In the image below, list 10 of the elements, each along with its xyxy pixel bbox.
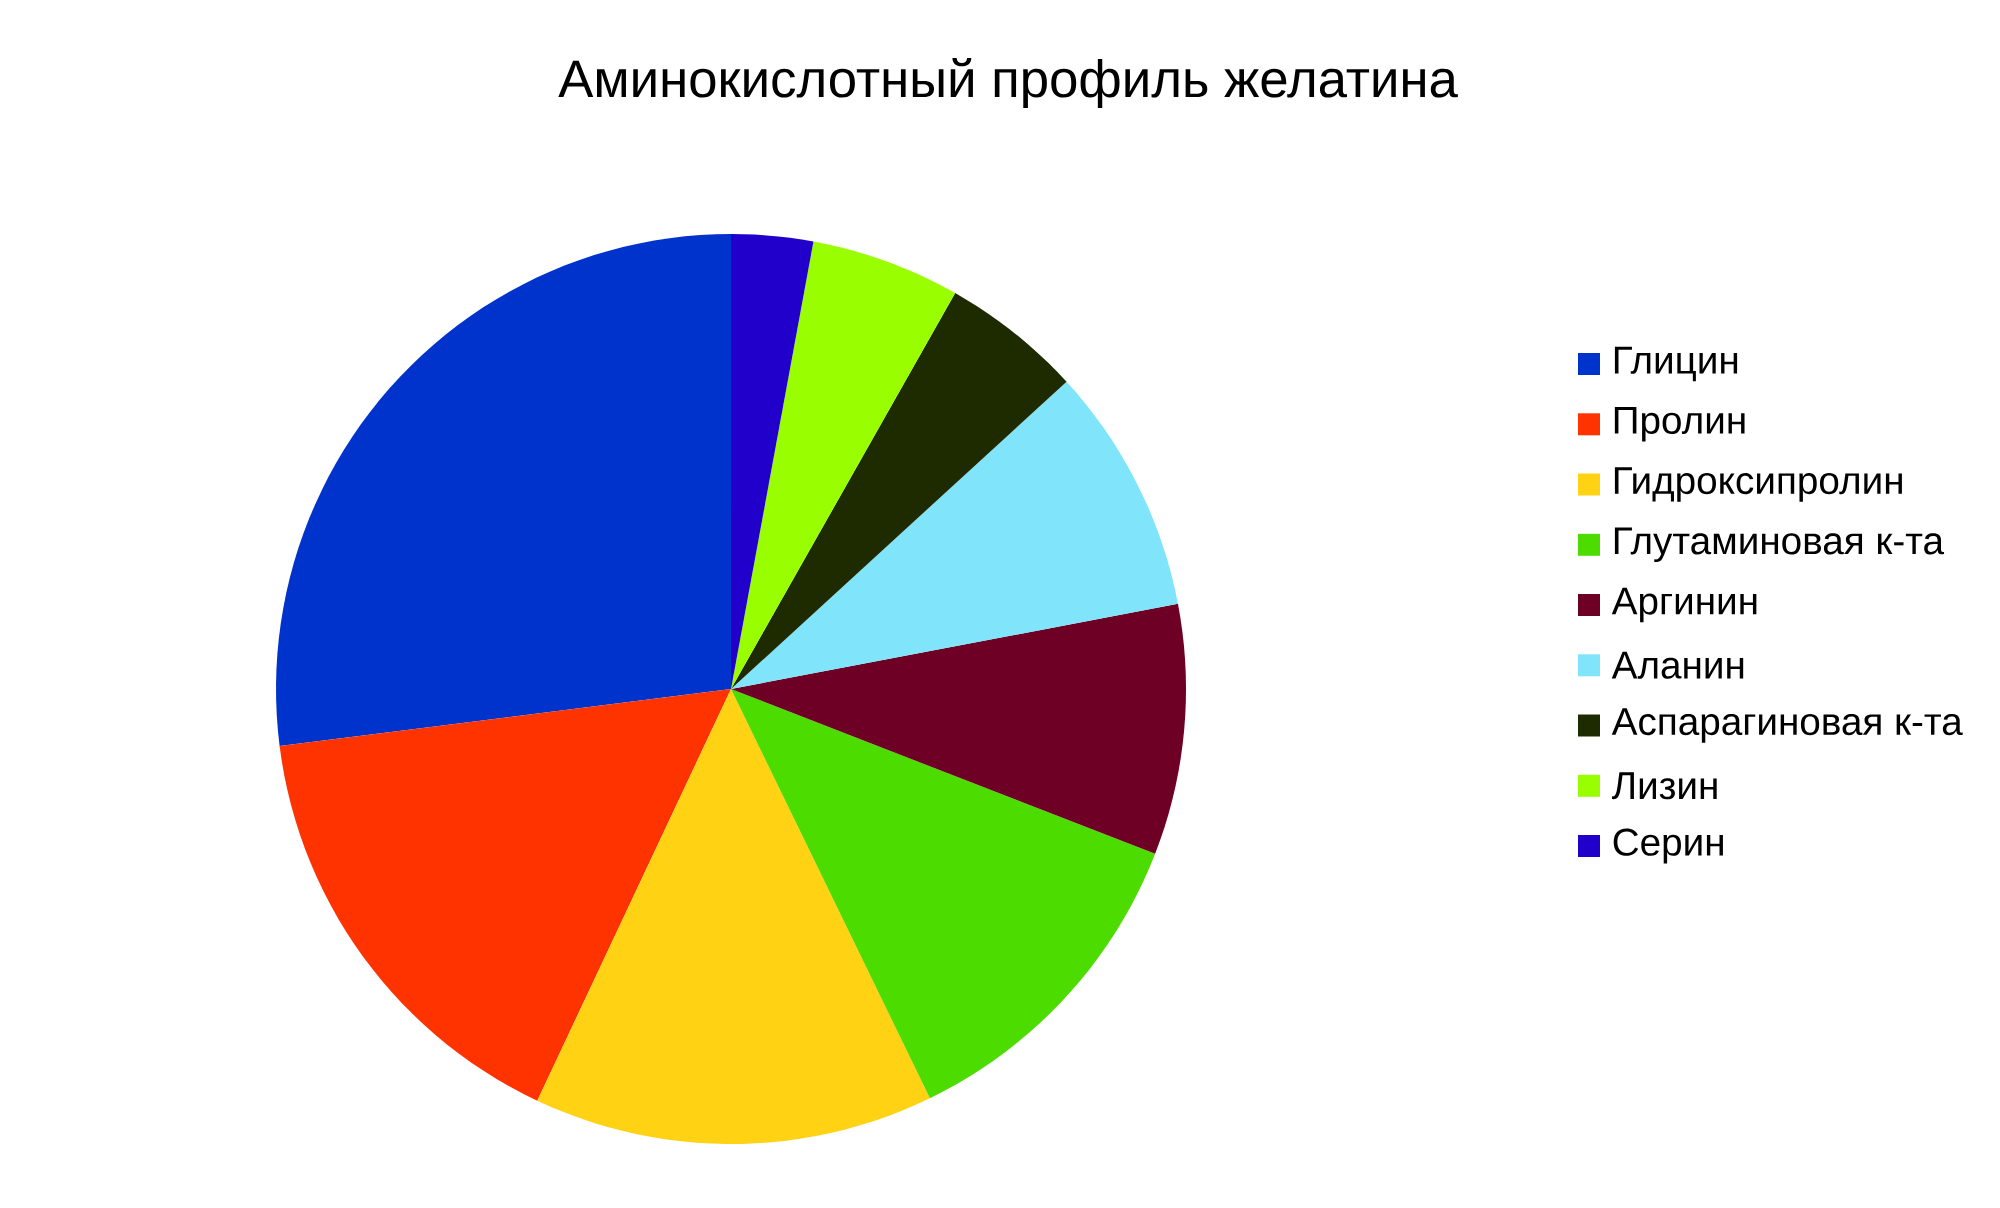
legend-label: Аспарагиновая к-та [1611,708,1963,743]
legend-label: Аланин [1611,651,1744,679]
legend-label: Серин [1613,828,1723,864]
legend-label: Глутаминовая к-та [1614,527,1945,563]
chart-title: Аминокислотный профиль желатина [558,57,1458,109]
legend-label: Пролин [1614,407,1745,442]
legend-label: Глицин [1614,346,1738,382]
legend-label: Лизин [1612,772,1717,800]
legend-label: Аргинин [1611,587,1757,623]
legend-label: Гидроксипролин [1614,467,1902,502]
